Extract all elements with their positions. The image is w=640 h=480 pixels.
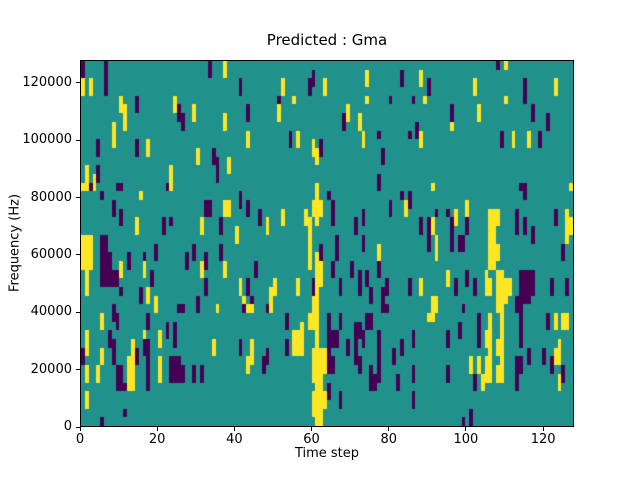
y-axis-label: Frequency (Hz) [7,193,23,293]
x-tick-mark [465,427,467,431]
axes-frame [80,60,574,427]
x-tick-label: 80 [380,432,398,447]
x-tick-mark [542,427,544,431]
y-tick-mark [76,197,80,199]
x-tick-mark [233,427,235,431]
y-tick-mark [76,254,80,256]
y-tick-mark [76,311,80,313]
heatmap-canvas [81,61,573,426]
y-tick-mark [76,369,80,371]
plot-title: Predicted : Gma [266,31,388,49]
x-tick-label: 0 [75,432,85,447]
y-tick-label: 0 [63,419,72,434]
y-tick-mark [76,426,80,428]
y-tick-label: 20000 [30,361,72,377]
x-tick-mark [79,427,81,431]
y-tick-label: 80000 [30,189,72,205]
y-tick-label: 60000 [30,246,72,262]
x-tick-label: 40 [226,432,243,447]
x-axis-label: Time step [294,446,360,461]
y-tick-mark [76,82,80,84]
x-tick-label: 100 [453,432,479,447]
x-tick-label: 60 [303,432,320,447]
x-tick-mark [156,427,158,431]
y-tick-label: 100000 [22,132,72,148]
x-tick-mark [388,427,390,431]
x-tick-label: 20 [148,432,166,447]
y-tick-mark [76,139,80,141]
x-tick-mark [311,427,313,431]
y-tick-label: 120000 [22,74,72,90]
x-tick-label: 120 [530,432,556,447]
y-tick-label: 40000 [30,304,72,320]
